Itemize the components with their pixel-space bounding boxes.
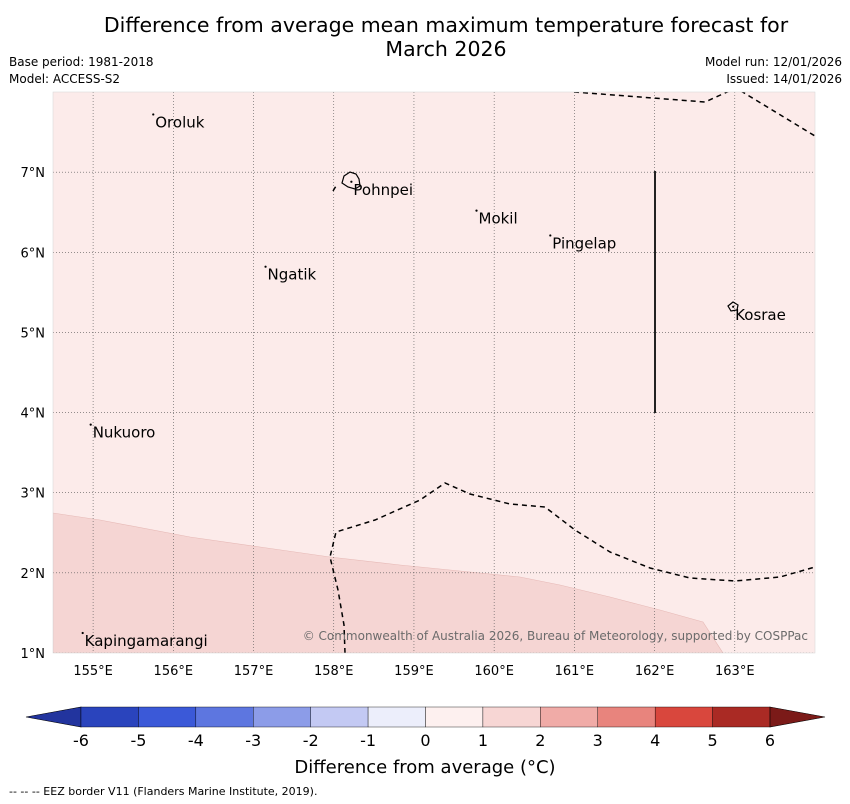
- place-label-ngatik[interactable]: Ngatik: [268, 266, 317, 284]
- lat-tick-label: 1°N: [21, 647, 46, 662]
- colorbar-bin-3-to-4: [597, 706, 656, 728]
- pohnpei-island: [341, 171, 361, 190]
- place-labels: Oroluk Pohnpei Mokil Pingelap Ngatik Kosrae Nu…: [81, 113, 786, 650]
- map-frame: [52, 91, 816, 654]
- lon-tick-label: 156°E: [154, 664, 194, 679]
- eez-legend-note: -- -- -- EEZ border V11 (Flanders Marine…: [9, 785, 318, 798]
- colorbar-bin--3-to--2: [253, 706, 311, 728]
- model-name: Model: ACCESS-S2: [9, 72, 121, 86]
- map-area[interactable]: Oroluk Pohnpei Mokil Pingelap Ngatik Kosrae Nu…: [53, 88, 815, 653]
- map-title: Difference from average mean maximum tem…: [60, 13, 832, 61]
- lat-tick-label: 5°N: [21, 326, 46, 341]
- place-marker-nukuoro: [89, 423, 92, 426]
- eez-border-pohnpei-fragment: [332, 185, 337, 192]
- colorbar-bin--2-to--1: [310, 706, 369, 728]
- meta-right: Model run: 12/01/2026 Issued: 14/01/2026: [705, 54, 842, 88]
- colorbar-bin--5-to--4: [138, 706, 197, 728]
- colorbar-bin--6-to--5: [80, 706, 139, 728]
- islands: [341, 171, 739, 312]
- colorbar-tick-label: 5: [707, 731, 717, 750]
- colorbar-title: Difference from average (°C): [294, 757, 556, 778]
- place-label-oroluk[interactable]: Oroluk: [155, 113, 204, 131]
- colorbar-tick-label: 1: [478, 731, 488, 750]
- lon-tick-label: 159°E: [394, 664, 434, 679]
- colorbar-tick-label: -6: [73, 731, 89, 750]
- colorbar: -6 -5 -4 -3 -2 -1 0 1 2 3 4 5 6: [25, 706, 826, 750]
- lat-tick-label: 4°N: [21, 407, 46, 422]
- colorbar-tick-label: -4: [188, 731, 204, 750]
- colorbar-tick-label: 2: [535, 731, 545, 750]
- colorbar-bin-4-to-5: [654, 706, 713, 728]
- graticule: [53, 92, 815, 653]
- colorbar-bin-0-to-1: [425, 706, 484, 728]
- lon-tick-label: 160°E: [474, 664, 514, 679]
- lon-tick-label: 157°E: [234, 664, 274, 679]
- lon-tick-label: 161°E: [555, 664, 595, 679]
- colorbar-bin-1-to-2: [482, 706, 541, 728]
- colorbar-tick-label: 0: [420, 731, 430, 750]
- place-label-nukuoro[interactable]: Nukuoro: [93, 424, 156, 442]
- axis-labels: 155°E 156°E 157°E 158°E 159°E 160°E 161°E 162°E…: [21, 166, 755, 679]
- lat-tick-label: 3°N: [21, 487, 46, 502]
- colorbar-extend-high: [769, 706, 826, 728]
- base-period: Base period: 1981-2018: [9, 55, 154, 69]
- colorbar-tick-label: 4: [650, 731, 660, 750]
- lon-tick-label: 163°E: [715, 664, 755, 679]
- place-marker-ngatik: [264, 265, 267, 268]
- place-marker-kosrae: [732, 305, 735, 308]
- colorbar-tick-label: 3: [593, 731, 603, 750]
- colorbar-bin-5-to-6: [712, 706, 771, 728]
- title-line-2: March 2026: [385, 37, 507, 61]
- place-label-pohnpei[interactable]: Pohnpei: [353, 181, 413, 199]
- colorbar-tick-label: 6: [765, 731, 775, 750]
- place-marker-pingelap: [549, 234, 552, 237]
- place-marker-mokil: [475, 209, 478, 212]
- eez-border-south: [329, 482, 815, 653]
- lon-tick-label: 155°E: [73, 664, 113, 679]
- colorbar-bin-2-to-3: [540, 706, 598, 728]
- lon-tick-label: 162°E: [635, 664, 675, 679]
- eez-border-north: [573, 92, 815, 137]
- place-marker-kapingamarangi: [81, 631, 84, 635]
- place-marker-oroluk: [152, 113, 155, 116]
- colorbar-tick-label: -3: [245, 731, 261, 750]
- colorbar-tick-label: -2: [303, 731, 319, 750]
- lat-tick-label: 7°N: [21, 166, 46, 181]
- colorbar-extend-low: [25, 706, 82, 728]
- model-run: Model run: 12/01/2026: [704, 55, 842, 69]
- lon-tick-label: 158°E: [314, 664, 354, 679]
- issued-date: Issued: 14/01/2026: [726, 72, 842, 86]
- meta-left: Base period: 1981-2018 Model: ACCESS-S2: [9, 54, 154, 88]
- place-label-kapingamarangi[interactable]: Kapingamarangi: [85, 632, 208, 650]
- anomaly-region-1-to-2: [53, 512, 724, 653]
- copyright-notice: © Commonwealth of Australia 2026, Bureau…: [303, 629, 808, 643]
- place-marker-pohnpei: [350, 180, 353, 183]
- place-label-kosrae[interactable]: Kosrae: [735, 306, 786, 324]
- colorbar-tick-label: -1: [360, 731, 376, 750]
- lat-tick-label: 2°N: [21, 567, 46, 582]
- place-label-pingelap[interactable]: Pingelap: [552, 234, 616, 252]
- lat-tick-label: 6°N: [21, 246, 46, 261]
- title-line-1: Difference from average mean maximum tem…: [103, 13, 789, 37]
- place-label-mokil[interactable]: Mokil: [479, 210, 518, 228]
- eez-borders: [329, 92, 815, 653]
- colorbar-bin--4-to--3: [195, 706, 254, 728]
- kosrae-island: [727, 301, 739, 312]
- colorbar-bin--1-to-0: [367, 706, 426, 728]
- colorbar-tick-label: -5: [130, 731, 146, 750]
